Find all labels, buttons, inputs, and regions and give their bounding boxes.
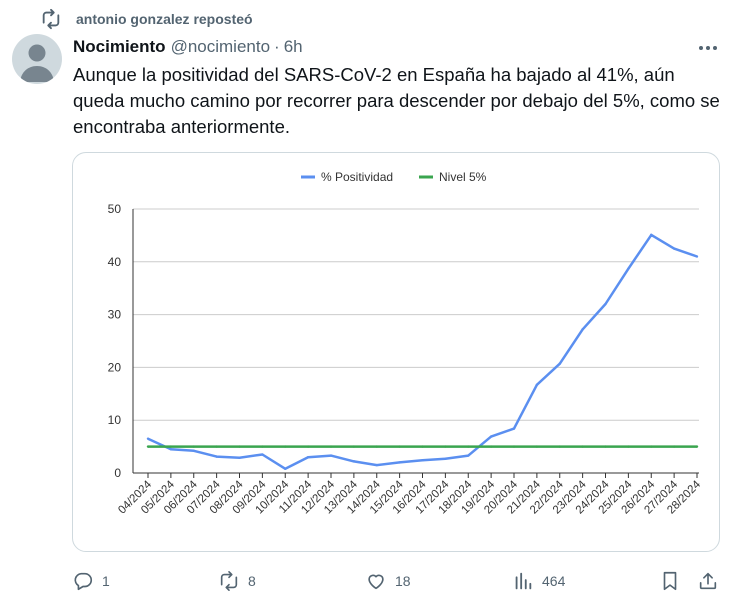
data-point: [421, 459, 424, 462]
data-point: [512, 427, 516, 430]
legend-label: % Positividad: [321, 170, 393, 184]
data-point: [215, 445, 218, 448]
data-point: [444, 457, 447, 460]
data-point: [489, 445, 493, 448]
data-point: [627, 267, 630, 270]
data-point: [672, 445, 676, 448]
data-point: [375, 445, 378, 448]
tweet-header: Nocimiento @nocimiento · 6h: [73, 36, 303, 58]
share-icon: [699, 572, 717, 590]
data-point: [284, 445, 287, 448]
data-point: [192, 449, 195, 453]
data-point: [535, 445, 539, 448]
y-tick-label: 50: [108, 202, 122, 216]
repost-count: 8: [248, 573, 256, 589]
more-icon: [698, 38, 718, 56]
data-point: [398, 461, 401, 464]
heart-icon: [368, 574, 384, 590]
data-point: [261, 453, 264, 456]
data-point: [604, 302, 607, 306]
data-point: [558, 445, 561, 448]
data-point: [146, 437, 150, 440]
data-point: [604, 445, 607, 448]
y-tick-label: 40: [108, 255, 122, 269]
like-button[interactable]: 18: [365, 566, 411, 596]
data-point: [558, 362, 561, 365]
reply-count: 1: [102, 573, 110, 589]
data-point: [444, 445, 447, 448]
data-point: [398, 445, 401, 448]
data-point: [650, 233, 653, 237]
reply-button[interactable]: 1: [72, 566, 110, 596]
timestamp[interactable]: 6h: [283, 37, 303, 56]
share-button[interactable]: [697, 566, 719, 596]
more-button[interactable]: [694, 36, 722, 58]
data-point: [512, 445, 516, 448]
chart-image[interactable]: 0 10 20 30 40 50 04/2024 05/2024 06/2024 07/2024 0…: [72, 152, 720, 552]
views-button[interactable]: 464: [512, 566, 565, 596]
repost-button[interactable]: 8: [218, 566, 256, 596]
data-point: [695, 255, 699, 258]
y-tick-label: 10: [108, 413, 122, 427]
views-icon: [515, 572, 532, 590]
data-point: [650, 445, 653, 448]
separator-dot: ·: [274, 37, 280, 56]
author-name[interactable]: Nocimiento: [73, 37, 166, 56]
data-point: [284, 467, 287, 470]
repost-icon: [40, 8, 62, 30]
data-point: [352, 460, 356, 463]
data-point: [489, 435, 493, 438]
avatar[interactable]: [12, 34, 62, 84]
data-point: [238, 445, 241, 448]
data-point: [581, 445, 584, 448]
views-count: 464: [542, 573, 566, 589]
data-point: [146, 445, 150, 448]
data-point: [261, 445, 264, 448]
repost-icon: [220, 571, 238, 591]
data-point: [192, 445, 195, 448]
y-tick-label: 30: [108, 308, 122, 322]
action-bar: 1 8 18 464: [0, 566, 740, 596]
data-point: [467, 445, 470, 448]
tweet-text: Aunque la positividad del SARS-CoV-2 en …: [73, 64, 720, 137]
data-point: [581, 328, 584, 331]
data-point: [329, 454, 333, 457]
repost-header[interactable]: antonio gonzalez reposteó: [40, 8, 253, 30]
data-point: [238, 456, 241, 459]
line-chart: 0102030405004/202405/202406/202407/20240…: [108, 170, 704, 517]
bookmark-icon: [663, 571, 677, 591]
repost-author[interactable]: antonio gonzalez reposteó: [76, 11, 253, 27]
bookmark-button[interactable]: [659, 566, 681, 596]
data-point: [306, 455, 310, 459]
y-tick-label: 20: [108, 360, 122, 374]
data-point: [329, 445, 333, 448]
data-point: [467, 454, 470, 457]
reply-icon: [74, 572, 93, 591]
data-point: [535, 383, 539, 387]
data-point: [169, 445, 173, 448]
data-point: [215, 455, 218, 458]
data-point: [375, 463, 378, 467]
data-point: [695, 445, 699, 448]
data-point: [627, 445, 630, 448]
legend-label: Nivel 5%: [439, 170, 487, 184]
author-handle[interactable]: @nocimiento: [170, 37, 271, 56]
y-tick-label: 0: [114, 466, 121, 480]
data-point: [352, 445, 356, 448]
series-line-positividad: [147, 233, 698, 471]
like-count: 18: [395, 573, 411, 589]
data-point: [306, 445, 310, 448]
data-point: [421, 445, 424, 448]
data-point: [672, 247, 676, 250]
data-point: [169, 448, 173, 451]
